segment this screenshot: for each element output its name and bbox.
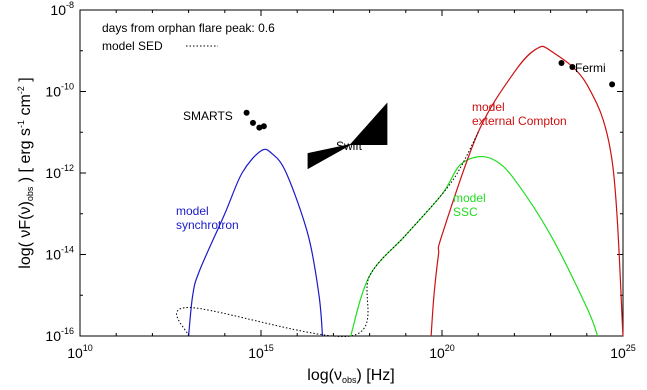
series-label-model-ssc: SSC (453, 205, 478, 219)
y-tick-label: 10-10 (45, 82, 74, 100)
y-tick-label: 10-14 (45, 245, 74, 263)
series-line-model-external-compton (430, 45, 624, 337)
y-axis-title: log( νF(ν)obs ) [ erg s-1 cm-2 ] (16, 77, 35, 268)
series-line-model-synchrotron (188, 148, 324, 337)
observation-label-fermi: Fermi (575, 61, 606, 75)
series-label-model-ssc: model (453, 191, 486, 205)
data-point-smarts (256, 124, 263, 131)
data-point-fermi (569, 63, 576, 70)
data-point-smarts (243, 109, 250, 116)
series-line-model-sed (176, 132, 479, 338)
x-tick-label: 1020 (429, 343, 455, 361)
points-layer (243, 60, 616, 170)
legend-line-days: days from orphan flare peak: 0.6 (102, 21, 275, 35)
data-point-fermi (609, 81, 616, 88)
series-label-model-synchrotron: synchrotron (176, 218, 239, 232)
observation-label-smarts: SMARTS (183, 109, 233, 123)
series-label-model-external-compton: external Compton (472, 114, 567, 128)
observation-label-swift: Swift (336, 139, 363, 153)
y-tick-label: 10-16 (45, 326, 74, 344)
plot-frame (79, 9, 624, 337)
x-tick-label: 1015 (248, 343, 274, 361)
y-tick-label: 10-12 (45, 163, 74, 181)
data-bowtie-swift (307, 102, 388, 170)
series-label-model-external-compton: model (472, 100, 505, 114)
x-axis-title: log(νobs) [Hz] (307, 367, 394, 385)
x-tick-label: 1025 (610, 343, 636, 361)
x-tick-label: 1010 (67, 343, 93, 361)
series-label-model-synchrotron: model (176, 204, 209, 218)
y-tick-label: 10-8 (50, 0, 74, 18)
data-point-smarts (249, 119, 256, 126)
data-point-fermi (558, 60, 565, 67)
data-point-smarts (260, 123, 267, 130)
legend-line-model-sed: model SED (102, 39, 163, 53)
series-layer (176, 45, 624, 338)
ticks-layer: 1010 1015 1020 1025 10-16 10-14 10-12 10-10 10-8 (45, 0, 635, 361)
series-line-model-ssc (350, 155, 599, 337)
